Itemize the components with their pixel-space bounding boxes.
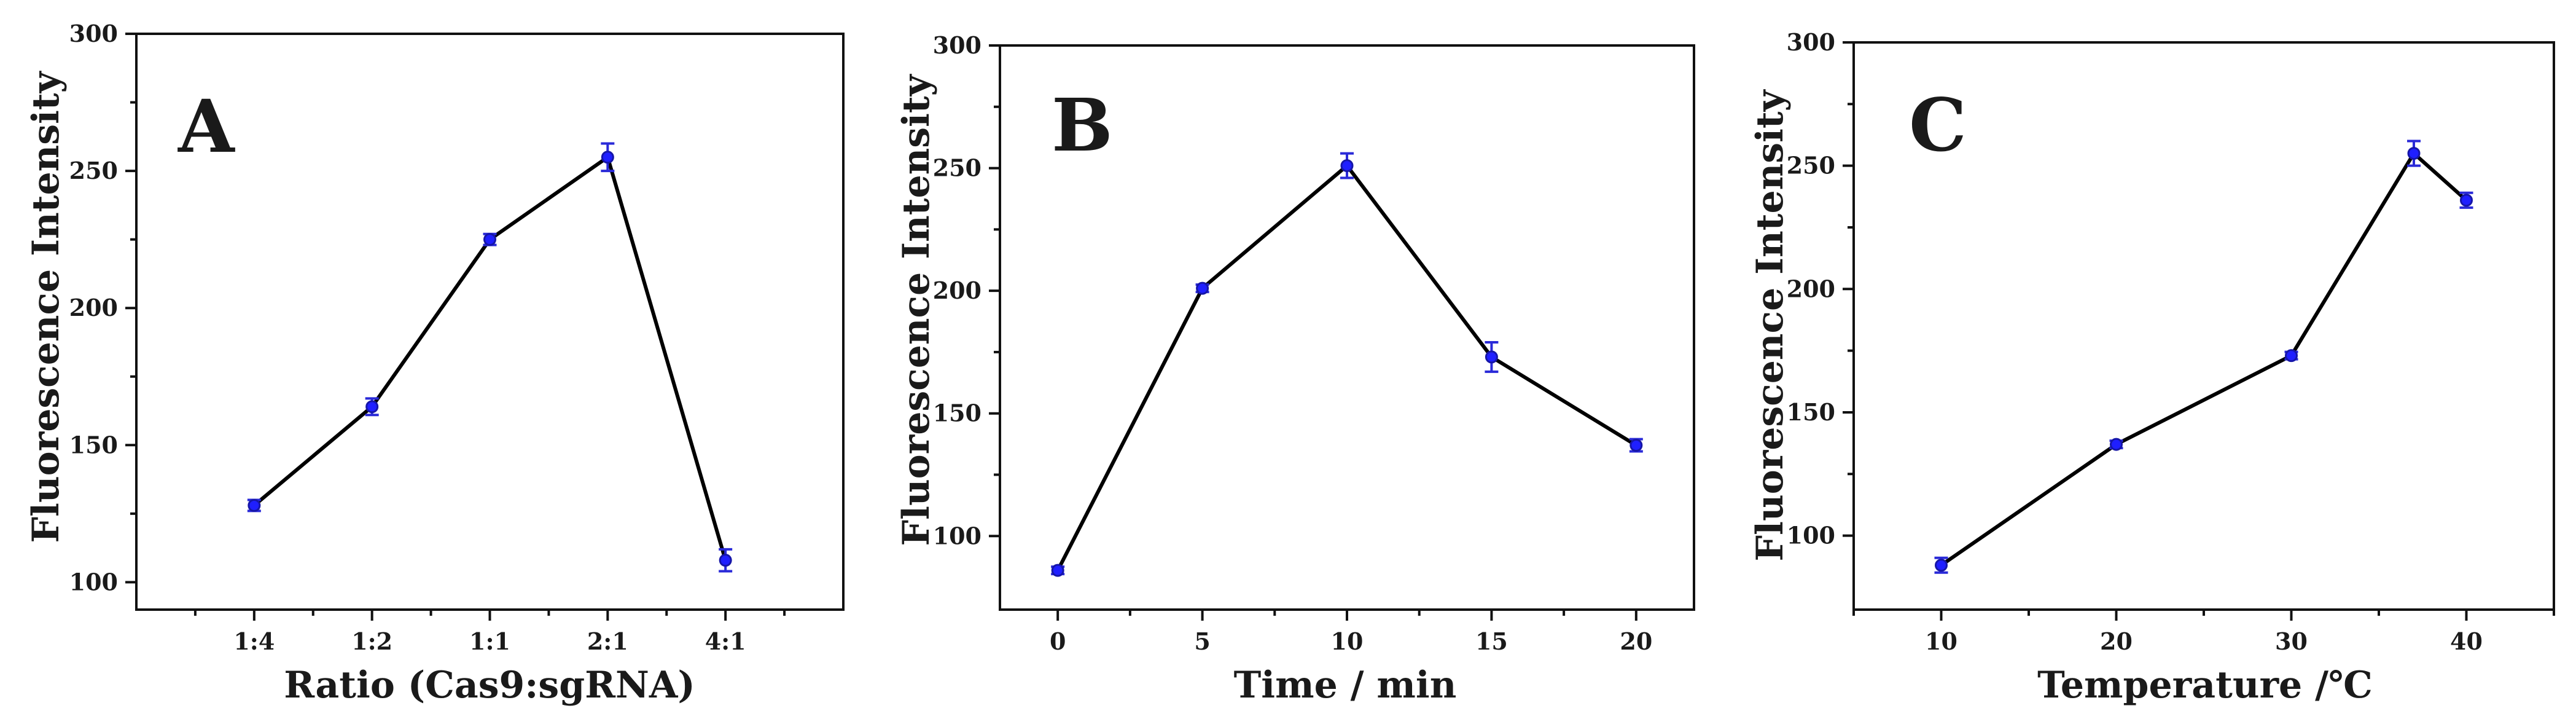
x-tick-label: 30 [2275,627,2308,655]
x-tick-label: 0 [1050,627,1066,655]
series-line [1940,150,2468,567]
data-point [1630,439,1643,452]
data-point [2460,194,2473,207]
x-tick-label: 5 [1194,627,1210,655]
panel-letter: A [178,84,235,169]
y-tick-label: 200 [933,277,982,304]
x-tick-label: 20 [1620,627,1652,655]
panel-c: C Temperature /℃ Fluorescence Intensity … [1749,28,2555,707]
series-line [252,154,728,561]
y-tick-label: 150 [933,399,982,427]
y-tick-label: 150 [69,431,118,458]
x-axis-label: Ratio (Cas9:sgRNA) [284,664,695,707]
y-tick-label: 150 [1787,398,1835,426]
series [1934,140,2473,574]
x-axis-label: Time / min [1234,664,1457,707]
x-axis: 0 5 10 15 20 [1050,610,1652,655]
series [1051,152,1643,577]
x-tick-label: 4:1 [705,627,746,655]
x-tick-label: 2:1 [587,627,628,655]
data-point [365,400,379,414]
data-point [2110,438,2123,451]
data-point [1051,564,1064,577]
y-tick-label: 250 [1787,152,1835,179]
series [247,142,733,573]
panel-letter: B [1052,82,1113,168]
data-point [2285,349,2298,363]
plot-frame [135,33,845,611]
y-axis-label: Fluorescence Intensity [895,73,938,546]
y-tick-label: 300 [69,20,118,47]
y-tick-label: 200 [69,294,118,321]
data-point [248,498,261,512]
data-point [601,151,614,164]
panel-a: A Ratio (Cas9:sgRNA) Fluorescence Intens… [25,20,845,707]
panel-letter: C [1909,82,1967,168]
data-point [483,233,496,246]
x-tick-label: 1:2 [351,627,392,655]
x-tick-label: 10 [1331,627,1364,655]
x-axis: 10 20 30 40 [1852,610,2555,655]
y-axis: 100 150 200 250 300 [933,31,1000,549]
data-point [1935,559,1948,572]
x-axis-label: Temperature /℃ [2037,664,2373,707]
data-point [719,554,732,567]
x-tick-label: 15 [1475,627,1508,655]
y-tick-label: 200 [1787,275,1835,302]
y-tick-label: 300 [1787,28,1835,56]
y-axis: 100 150 200 250 300 [1787,28,1854,549]
data-point [1485,350,1498,364]
y-tick-label: 300 [933,31,982,59]
x-tick-label: 10 [1925,627,1957,655]
y-axis: 100 150 200 250 300 [69,20,136,595]
data-point [1196,281,1209,295]
y-axis-label: Fluorescence Intensity [1749,88,1792,561]
series-line [1056,163,1637,572]
x-tick-label: 20 [2100,627,2133,655]
y-axis-label: Fluorescence Intensity [25,70,68,543]
panel-b: B Time / min Fluorescence Intensity 1001… [895,31,1695,707]
y-tick-label: 100 [933,522,982,549]
x-axis: 1:4 1:2 1:1 2:1 4:1 [193,610,786,655]
x-tick-label: 1:4 [233,627,275,655]
y-tick-label: 250 [933,154,982,182]
y-tick-label: 100 [1787,522,1835,549]
x-tick-label: 1:1 [469,627,510,655]
y-tick-label: 100 [69,568,118,595]
x-tick-label: 40 [2450,627,2483,655]
y-tick-label: 250 [69,157,118,184]
data-point [1340,159,1354,173]
data-point [2407,147,2421,160]
